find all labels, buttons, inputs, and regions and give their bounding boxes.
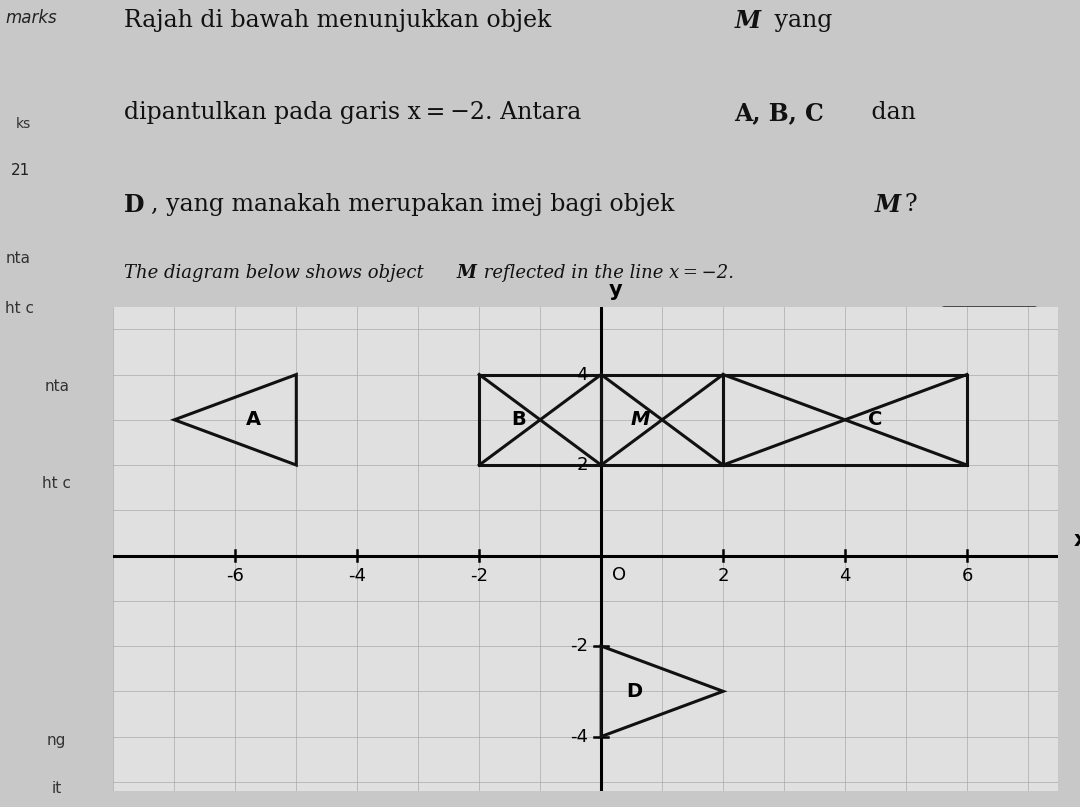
Text: Which of the following: Which of the following — [124, 307, 336, 324]
Text: A, B, C: A, B, C — [734, 101, 824, 125]
Text: -2: -2 — [570, 637, 588, 655]
Text: dipantulkan pada garis x = −2. Antara: dipantulkan pada garis x = −2. Antara — [124, 101, 589, 124]
Text: 2: 2 — [717, 567, 729, 585]
Text: M: M — [631, 410, 650, 429]
Text: A, B, C: A, B, C — [370, 307, 440, 324]
Text: it: it — [52, 781, 62, 797]
Text: marks: marks — [5, 9, 57, 27]
Text: x: x — [1074, 530, 1080, 550]
Text: M: M — [691, 307, 711, 324]
Text: 6: 6 — [961, 567, 973, 585]
Text: O: O — [612, 566, 626, 583]
Text: The diagram below shows object: The diagram below shows object — [124, 264, 430, 282]
Text: nta: nta — [5, 252, 30, 266]
Text: 21: 21 — [11, 162, 30, 178]
Text: M: M — [875, 193, 901, 217]
Text: ht c: ht c — [42, 476, 71, 491]
Text: -2: -2 — [470, 567, 488, 585]
Text: nta: nta — [44, 379, 69, 395]
Text: yang: yang — [767, 9, 833, 32]
Text: ks: ks — [16, 116, 31, 131]
Text: C: C — [868, 410, 882, 429]
Text: , yang manakah merupakan imej bagi objek: , yang manakah merupakan imej bagi objek — [151, 193, 683, 216]
Text: reflected in the line x = −2.: reflected in the line x = −2. — [478, 264, 734, 282]
Text: 4: 4 — [839, 567, 851, 585]
Text: 2: 2 — [577, 456, 588, 474]
Text: B: B — [512, 410, 526, 429]
Text: -6: -6 — [227, 567, 244, 585]
Text: M: M — [734, 9, 760, 33]
Text: y: y — [608, 280, 622, 300]
Text: -4: -4 — [570, 728, 588, 746]
Text: D: D — [500, 307, 515, 324]
Text: Rajah di bawah menunjukkan objek: Rajah di bawah menunjukkan objek — [124, 9, 559, 32]
Text: -4: -4 — [348, 567, 366, 585]
Text: M: M — [457, 264, 476, 282]
Text: ht c: ht c — [5, 300, 35, 316]
Text: and: and — [457, 307, 502, 324]
Text: ?: ? — [904, 193, 917, 216]
Text: ng: ng — [48, 733, 66, 748]
Text: 4: 4 — [577, 366, 588, 383]
Text: ?: ? — [713, 307, 723, 324]
Text: is the image of object: is the image of object — [522, 307, 730, 324]
Text: dan: dan — [864, 101, 916, 124]
Text: D: D — [626, 682, 643, 700]
Text: SP 11.3.3: SP 11.3.3 — [945, 313, 1034, 331]
Text: A: A — [246, 410, 261, 429]
Text: D: D — [124, 193, 145, 217]
